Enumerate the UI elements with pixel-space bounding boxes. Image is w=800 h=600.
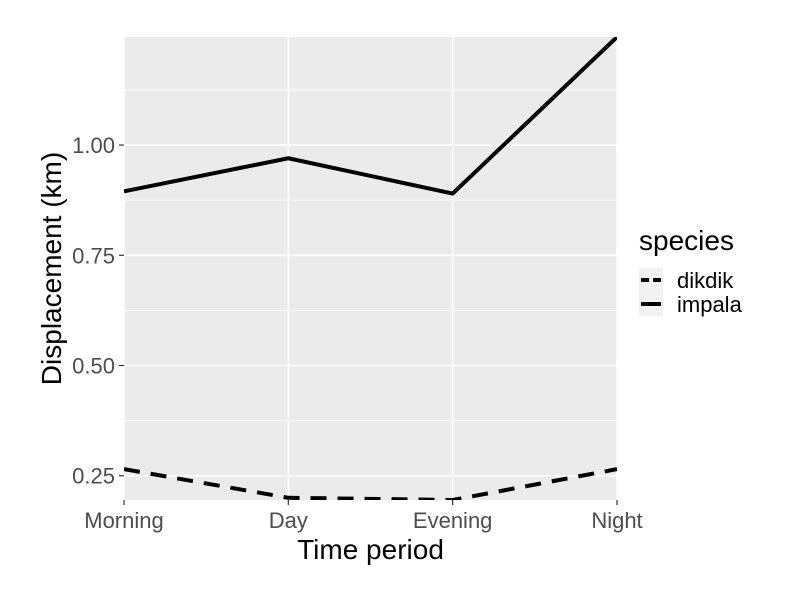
series-line-dikdik	[124, 467, 617, 500]
legend-title: species	[639, 225, 734, 256]
x-tick-label: Morning	[84, 508, 163, 533]
x-axis-title: Time period	[297, 534, 444, 565]
x-tick-label: Night	[591, 508, 642, 533]
major-gridlines	[123, 37, 618, 500]
legend-label-dikdik: dikdik	[677, 268, 734, 293]
legend-label-impala: impala	[677, 292, 743, 317]
y-axis-ticks: 0.25 0.50 0.75 1.00	[72, 133, 124, 489]
y-tick-label: 0.50	[72, 354, 115, 379]
x-tick-label: Day	[269, 508, 308, 533]
x-tick-label: Evening	[413, 508, 493, 533]
minor-gridlines	[124, 89, 617, 422]
y-tick-label: 1.00	[72, 133, 115, 158]
series-line-impala	[124, 37, 617, 196]
y-tick-label: 0.75	[72, 243, 115, 268]
y-tick-label: 0.25	[72, 464, 115, 489]
x-axis-ticks: Morning Day Evening Night	[84, 500, 643, 533]
series-lines	[124, 37, 617, 500]
y-axis-title: Displacement (km)	[36, 152, 67, 385]
